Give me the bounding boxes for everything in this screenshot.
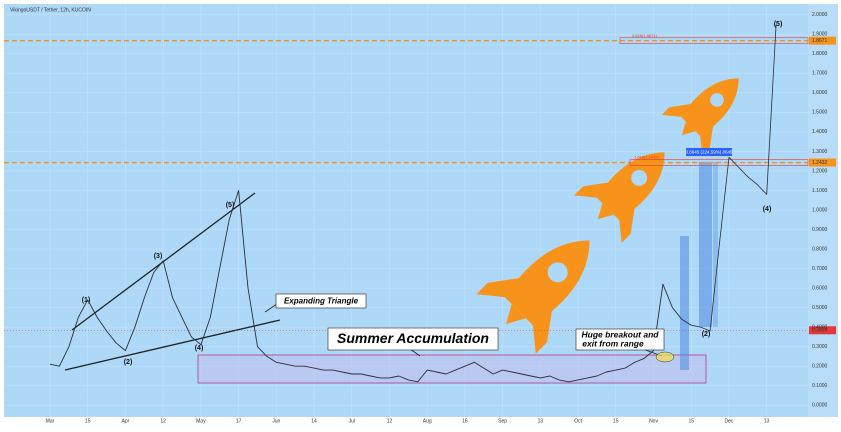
y-tick-label: 0.3000 [812,344,828,350]
x-tick-label: 13 [538,418,544,424]
measure-column [680,236,689,370]
price-line [49,190,692,383]
rocket [574,152,665,243]
measure-column [713,162,718,327]
y-tick-label: 0.1000 [812,383,828,389]
y-tick-label: 1.7000 [812,71,828,77]
callout-box [275,293,367,309]
price-tag [809,326,836,335]
x-tick-label: Nov [649,418,658,424]
callout-box [327,327,499,351]
x-tick-label: 12 [160,418,166,424]
x-tick-label: Jun [272,418,280,424]
y-tick-label: 0.7000 [812,266,828,272]
wave-label: (3) [154,253,163,260]
y-tick-label: 1.5000 [812,110,828,116]
x-tick-label: 15 [613,418,619,424]
fib-label: 2.618(1.8671) [632,33,658,38]
y-tick-label: 1.8000 [812,51,828,57]
y-tick-label: 1.3000 [812,149,828,155]
y-tick-label: 0.8000 [812,246,828,252]
y-tick-label: 1.2000 [812,168,828,174]
triangle-label: Expanding Triangle [284,297,359,306]
x-tick-label: Dec [725,418,734,424]
callout-box [575,328,665,351]
price-tag-label: 0.3839 [812,328,828,334]
x-tick-label: 15 [688,418,694,424]
wave-label: (4) [763,206,772,213]
x-tick-label: Oct [574,418,582,424]
breakout-label: Huge breakout and [582,329,660,339]
wave-label: (5) [226,202,235,209]
y-tick-label: 1.4000 [812,129,828,135]
rocket [661,78,739,156]
price-tag [809,158,836,167]
x-tick-label: 12 [387,418,393,424]
y-tick-label: 2.0000 [812,12,828,18]
wave-label: (2) [702,331,711,338]
measure-box [686,148,732,156]
fib-label: 1.618(1.2432) [634,155,660,160]
price-tag-label: 1.8671 [812,38,828,44]
accumulation-box [197,354,707,384]
y-tick-label: 0.6000 [812,285,828,291]
chart-title: VikingoUSDT / Tether, 12h, KUCOIN [10,7,91,13]
y-tick-label: 1.9000 [812,32,828,38]
x-tick-label: Aug [423,418,432,424]
price-axis [808,4,838,417]
y-tick-label: 0.4000 [812,324,828,330]
y-tick-label: 1.6000 [812,90,828,96]
rocket [476,240,590,354]
x-tick-label: 17 [236,418,242,424]
accumulation-label: Summer Accumulation [337,330,489,346]
level-zone [619,37,809,45]
x-tick-label: Jul [349,418,355,424]
price-line [691,24,777,332]
y-tick-label: 1.0000 [812,207,828,213]
wave-label: (4) [195,345,204,352]
wave-label: (2) [124,359,133,366]
y-tick-label: 0.5000 [812,305,828,311]
x-tick-label: Apr [122,418,130,424]
x-tick-label: 14 [311,418,317,424]
breakout-label: exit from range [582,338,644,348]
y-tick-label: 0.2000 [812,364,828,370]
x-tick-label: 16 [462,418,468,424]
level-zone [629,159,809,166]
y-tick-label: 0.0000 [812,403,828,409]
price-tag [809,36,836,45]
measure-column [699,162,712,327]
y-tick-label: 0.9000 [812,227,828,233]
x-tick-label: May [196,418,206,424]
x-tick-label: Mar [46,418,55,424]
measure-label: 0.8645 (224.59%) 8645 [685,150,733,155]
x-tick-label: 15 [85,418,91,424]
x-tick-label: 13 [764,418,770,424]
y-tick-label: 1.1000 [812,188,828,194]
x-tick-label: Sep [498,418,507,424]
triangle-line [64,319,281,371]
price-tag-label: 1.2432 [812,160,828,166]
breakout-marker [655,351,675,363]
wave-label: (1) [82,297,91,304]
wave-label: (5) [774,21,783,28]
